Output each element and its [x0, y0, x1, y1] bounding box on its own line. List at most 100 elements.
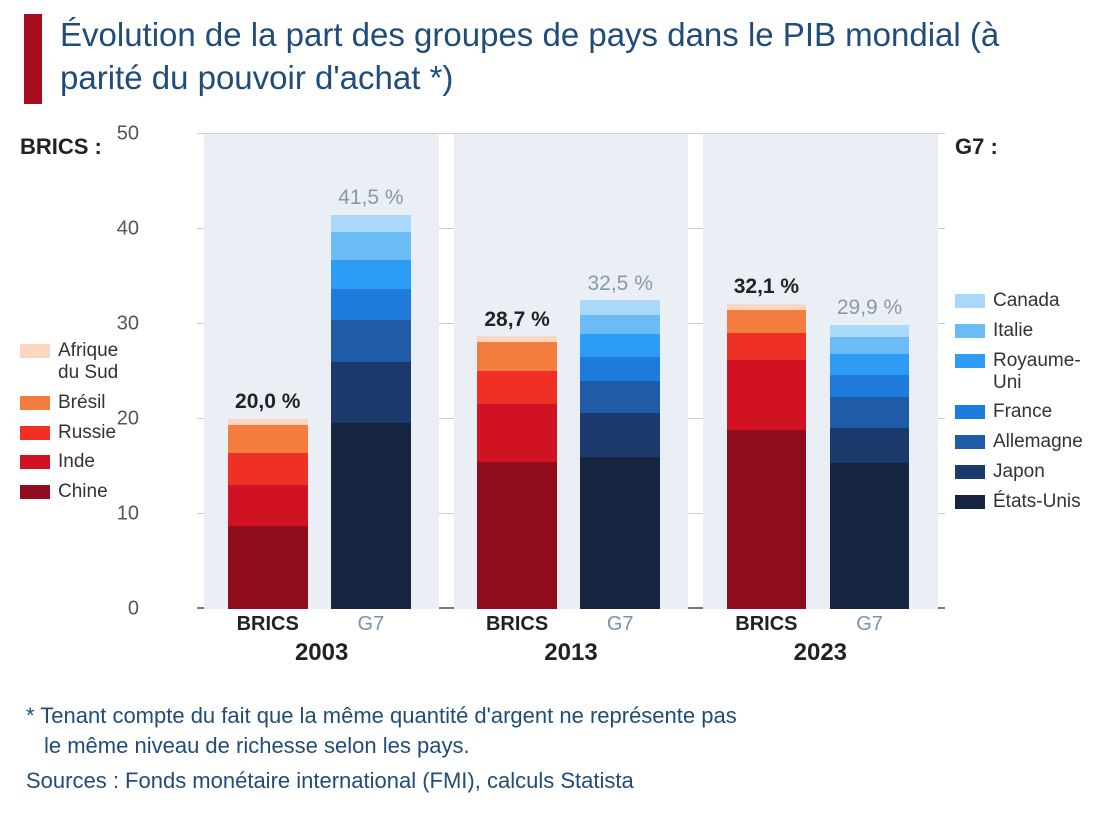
legend-item: Canada — [955, 290, 1090, 312]
legend-label: États-Unis — [993, 491, 1081, 513]
bar-category-label: G7 — [856, 609, 883, 636]
bar-segment — [830, 428, 910, 463]
bar-segment — [477, 404, 557, 462]
y-axis-ticks: 01020304050 — [147, 134, 187, 609]
year-label: 2023 — [794, 639, 847, 667]
bar-g7: 41,5 %G7 — [331, 134, 411, 609]
bar-segment — [580, 334, 660, 357]
bar-segment — [830, 397, 910, 427]
bar-category-label: BRICS — [486, 609, 548, 636]
bar-segment — [580, 315, 660, 335]
legend-label: Brésil — [58, 392, 106, 414]
legend-label: Japon — [993, 461, 1045, 483]
bar-segment — [580, 457, 660, 609]
legend-g7-heading: G7 : — [955, 134, 1090, 160]
bar-segment — [830, 325, 910, 337]
legend-label: Canada — [993, 290, 1060, 312]
bar-segment — [228, 453, 308, 484]
y-tick-label: 50 — [117, 123, 139, 146]
legend-label: Chine — [58, 481, 108, 503]
y-tick-label: 20 — [117, 408, 139, 431]
plot-region: 01020304050 20,0 %BRICS41,5 %G728,7 %BRI… — [155, 114, 945, 669]
legend-swatch — [955, 495, 985, 509]
y-tick-label: 10 — [117, 503, 139, 526]
bar-segment — [727, 304, 807, 310]
legend-swatch — [20, 426, 50, 440]
legend-swatch — [955, 354, 985, 368]
bar-g7: 29,9 %G7 — [830, 134, 910, 609]
legend-item: États-Unis — [955, 491, 1090, 513]
bar-segment — [228, 425, 308, 454]
bar-segment — [830, 463, 910, 609]
bar-segment — [580, 381, 660, 413]
bar-segment — [727, 360, 807, 430]
bar-segment — [580, 300, 660, 314]
chart-title: Évolution de la part des groupes de pays… — [60, 14, 1086, 100]
legend-swatch — [955, 405, 985, 419]
legend-label: Afrique du Sud — [58, 340, 140, 384]
title-accent-bar — [24, 14, 42, 104]
bar-category-label: G7 — [358, 609, 385, 636]
bar-segment — [477, 342, 557, 371]
bar-brics: 28,7 %BRICS — [477, 134, 557, 609]
footnote-line1: * Tenant compte du fait que la même quan… — [26, 701, 1080, 731]
legend-label: Royaume-Uni — [993, 350, 1090, 394]
legend-swatch — [955, 435, 985, 449]
legend-item: Inde — [20, 451, 140, 473]
legend-label: Italie — [993, 320, 1033, 342]
legend-item: Chine — [20, 481, 140, 503]
y-tick-label: 40 — [117, 218, 139, 241]
bar-segment — [727, 310, 807, 333]
bar-segment — [228, 485, 308, 527]
bar-total-label: 20,0 % — [235, 390, 300, 414]
bar-segment — [228, 419, 308, 425]
bar-segment — [580, 357, 660, 381]
legend-item: Japon — [955, 461, 1090, 483]
legend-swatch — [955, 465, 985, 479]
legend-swatch — [20, 455, 50, 469]
bar-segment — [331, 260, 411, 289]
year-labels: 200320132023 — [197, 639, 945, 669]
bar-segment — [228, 526, 308, 609]
legend-item: Afrique du Sud — [20, 340, 140, 384]
legend-item: Allemagne — [955, 431, 1090, 453]
sources-text: Sources : Fonds monétaire international … — [26, 766, 1080, 796]
bar-segment — [331, 289, 411, 320]
bar-segment — [331, 362, 411, 423]
bar-total-label: 32,5 % — [587, 272, 652, 296]
legend-label: Russie — [58, 422, 116, 444]
bar-brics: 32,1 %BRICS — [727, 134, 807, 609]
bar-segment — [331, 215, 411, 232]
chart-header: Évolution de la part des groupes de pays… — [0, 0, 1110, 104]
bar-segment — [727, 430, 807, 609]
bar-segment — [331, 423, 411, 609]
bar-segment — [477, 336, 557, 342]
bar-brics: 20,0 %BRICS — [228, 134, 308, 609]
bar-segment — [830, 375, 910, 397]
bars-layer: 20,0 %BRICS41,5 %G728,7 %BRICS32,5 %G732… — [197, 134, 945, 609]
bar-segment — [830, 337, 910, 354]
bar-segment — [331, 320, 411, 362]
bar-segment — [727, 333, 807, 361]
legend-swatch — [20, 344, 50, 358]
bar-segment — [580, 413, 660, 457]
legend-swatch — [20, 485, 50, 499]
legend-swatch — [955, 294, 985, 308]
y-tick-label: 0 — [128, 598, 139, 621]
bar-total-label: 29,9 % — [837, 296, 902, 320]
legend-label: France — [993, 401, 1052, 423]
y-tick-label: 30 — [117, 313, 139, 336]
bar-category-label: G7 — [607, 609, 634, 636]
bar-category-label: BRICS — [735, 609, 797, 636]
footnote-line2: le même niveau de richesse selon les pay… — [26, 731, 1080, 761]
legend-label: Allemagne — [993, 431, 1083, 453]
legend-g7-items: Canada Italie Royaume-Uni France Allemagne Ja… — [955, 290, 1090, 513]
chart-footer: * Tenant compte du fait que la même quan… — [26, 701, 1080, 796]
bar-segment — [331, 232, 411, 261]
bar-category-label: BRICS — [237, 609, 299, 636]
legend-g7: G7 : Canada Italie Royaume-Uni France Allema… — [955, 134, 1090, 521]
bar-total-label: 28,7 % — [484, 308, 549, 332]
legend-item: France — [955, 401, 1090, 423]
bar-total-label: 32,1 % — [734, 275, 799, 299]
legend-label: Inde — [58, 451, 95, 473]
